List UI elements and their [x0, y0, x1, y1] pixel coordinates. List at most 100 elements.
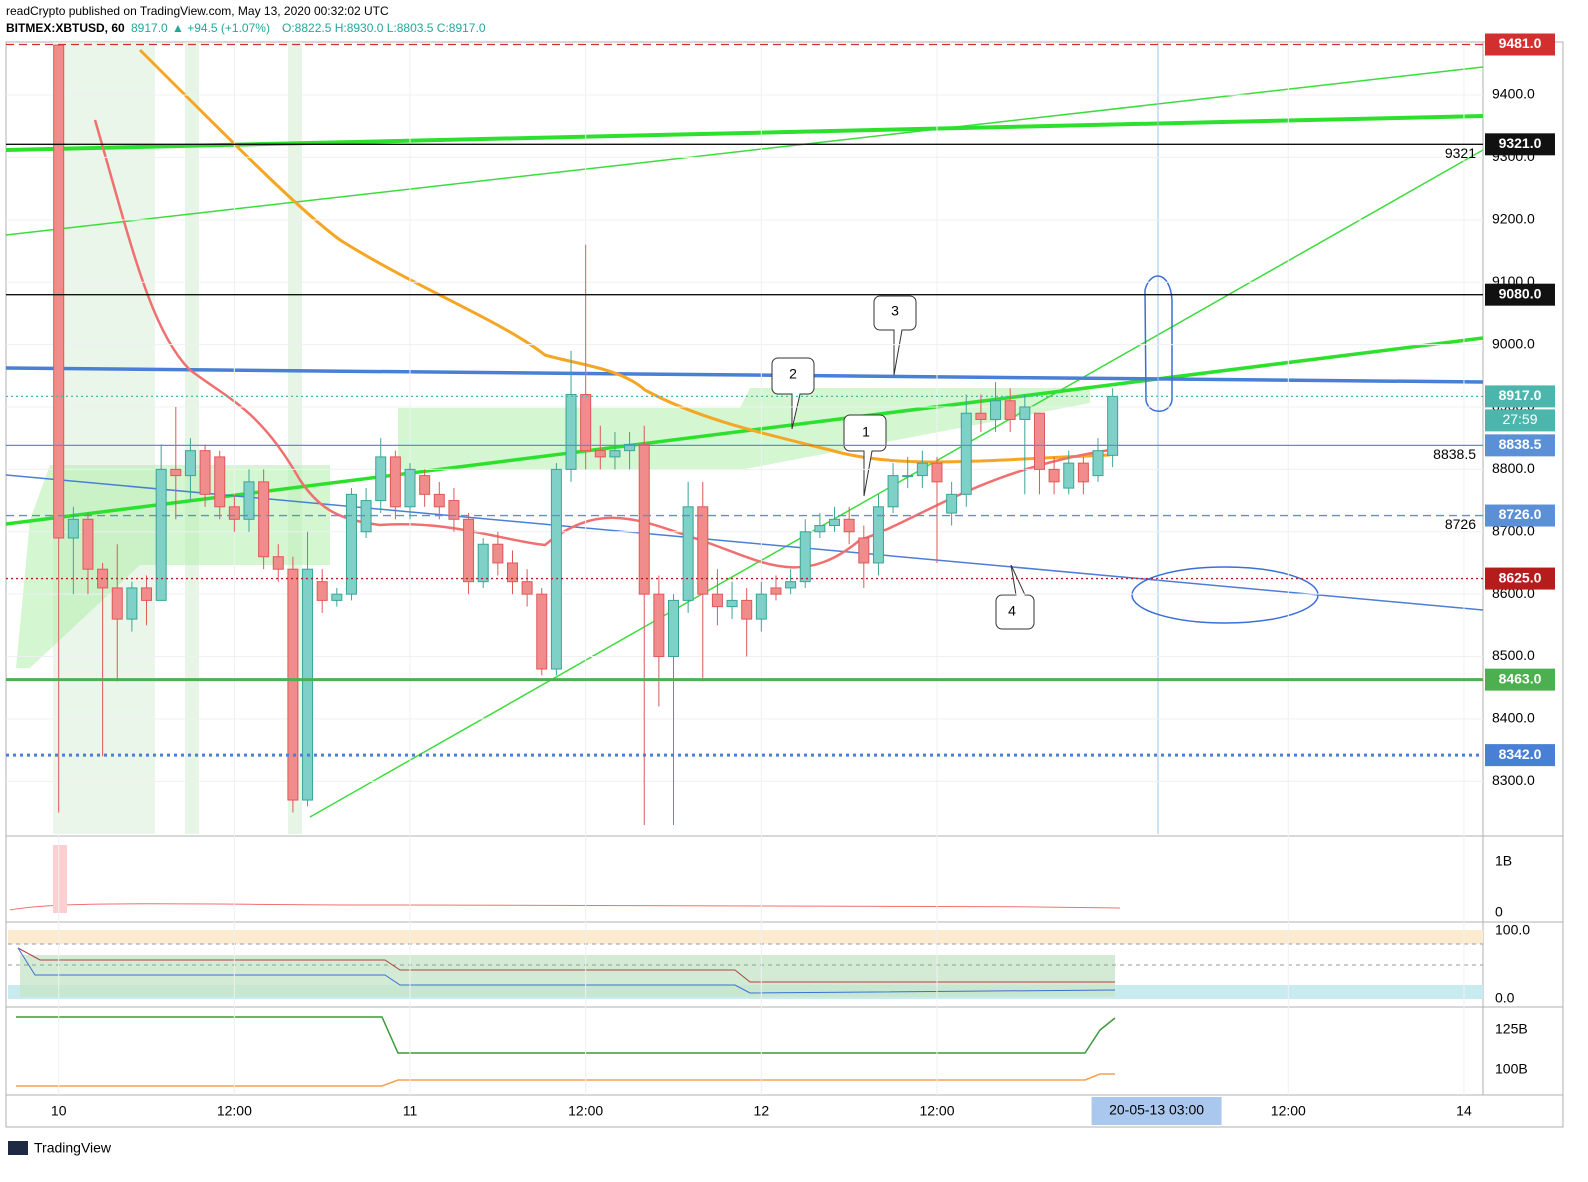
- callout-label: 1: [862, 424, 870, 440]
- panes: [5, 41, 1564, 1128]
- candle-body: [111, 587, 123, 620]
- candle-body: [814, 525, 826, 533]
- candle-body: [785, 581, 797, 589]
- header-line: readCrypto published on TradingView.com,…: [6, 4, 389, 18]
- price-badge: [1485, 744, 1555, 767]
- candle-body: [711, 593, 723, 608]
- price-badge-label: 8917.0: [1499, 387, 1542, 403]
- candle-body: [960, 412, 972, 495]
- countdown-badge: [1485, 409, 1555, 432]
- crosshair-label: 20-05-13 03:00: [1109, 1102, 1204, 1118]
- candle-body: [404, 468, 416, 508]
- candle-body: [1019, 406, 1031, 420]
- candle-body: [316, 581, 328, 601]
- price-badge: [1485, 33, 1555, 56]
- candle-body: [272, 556, 284, 570]
- candle-body: [697, 506, 709, 595]
- candle-body: [375, 456, 387, 502]
- oscillator-pane: [8, 930, 1483, 999]
- y-tick-label: 9400.0: [1492, 86, 1535, 102]
- candle-body: [521, 581, 533, 595]
- candle-body: [1004, 400, 1016, 420]
- price-badge: [1485, 133, 1555, 156]
- y-tick-label: 9200.0: [1492, 211, 1535, 227]
- candle-body: [550, 468, 562, 670]
- candle-body: [858, 537, 870, 564]
- level-note: 8838.5: [1433, 446, 1476, 462]
- candle-body: [946, 493, 958, 514]
- candle-body: [1063, 462, 1075, 489]
- candle-body: [829, 518, 841, 527]
- price-badge-label: 8726.0: [1499, 506, 1542, 522]
- level-note: 8726: [1445, 516, 1476, 532]
- candle-body: [902, 475, 914, 478]
- candle-body: [126, 587, 138, 620]
- ohlc: O:8822.5 H:8930.0 L:8803.5 C:8917.0: [282, 21, 486, 35]
- callout-label: 4: [1008, 603, 1016, 619]
- bottom-pane: [16, 1016, 1116, 1087]
- candle-body: [184, 450, 196, 477]
- bottom-tick: 100B: [1495, 1061, 1528, 1077]
- candle-body: [214, 456, 226, 508]
- candle-body: [931, 462, 943, 483]
- candle-body: [492, 543, 504, 564]
- candle-body: [682, 506, 694, 601]
- x-tick-label: 12: [754, 1103, 770, 1119]
- candle-body: [287, 568, 299, 801]
- symbol: BITMEX:XBTUSD, 60: [6, 21, 125, 35]
- candle-body: [755, 593, 767, 620]
- candle-body: [1092, 450, 1104, 477]
- candle-body: [668, 599, 680, 658]
- candle-body: [243, 481, 255, 520]
- price-badge-label: 9481.0: [1499, 35, 1542, 51]
- price-badge: [1485, 504, 1555, 527]
- callout-label: 2: [789, 366, 797, 382]
- candle-body: [1033, 412, 1045, 470]
- candle-body: [1077, 462, 1089, 483]
- candle-body: [872, 506, 884, 564]
- candle-body: [741, 599, 753, 620]
- candle-body: [170, 468, 182, 477]
- candle-body: [799, 531, 811, 583]
- candle-body: [565, 394, 577, 470]
- candle-body: [53, 44, 65, 539]
- x-tick-label: 12:00: [919, 1103, 954, 1119]
- y-tick-label: 8300.0: [1492, 772, 1535, 788]
- osc-tick: 0.0: [1495, 990, 1515, 1006]
- volume-pane: [9, 845, 1121, 913]
- price-badge-label: 8838.5: [1499, 436, 1542, 452]
- x-tick-label: 12:00: [217, 1103, 252, 1119]
- candle-body: [463, 518, 475, 583]
- bottom-tick: 125B: [1495, 1021, 1528, 1037]
- candle-body: [506, 562, 518, 583]
- y-tick-label: 8400.0: [1492, 710, 1535, 726]
- candle-body: [302, 568, 314, 801]
- price-badge-label: 8342.0: [1499, 746, 1542, 762]
- candle-body: [433, 493, 445, 508]
- candle-body: [887, 475, 899, 508]
- candle-body: [726, 599, 738, 608]
- candle-body: [990, 400, 1002, 420]
- countdown-label: 27:59: [1502, 411, 1537, 427]
- candle-body: [389, 456, 401, 508]
- footer-logo: [8, 1141, 28, 1155]
- candle-body: [770, 587, 782, 595]
- candle-body: [843, 518, 855, 533]
- x-tick-label: 14: [1456, 1103, 1472, 1119]
- price-badge-label: 9080.0: [1499, 285, 1542, 301]
- candle-body: [975, 412, 987, 420]
- price-badge: [1485, 385, 1555, 408]
- candle-body: [594, 450, 606, 458]
- candle-body: [653, 593, 665, 658]
- candle-body: [536, 593, 548, 670]
- osc-tick: 100.0: [1495, 922, 1530, 938]
- candle-body: [916, 462, 928, 477]
- y-tick-label: 8800.0: [1492, 460, 1535, 476]
- callouts: [771, 295, 1035, 630]
- candle-body: [638, 443, 650, 595]
- callout-label: 3: [891, 303, 899, 319]
- crosshair-badge: [1091, 1097, 1222, 1125]
- candle-body: [82, 518, 94, 570]
- x-tick-label: 11: [403, 1103, 418, 1119]
